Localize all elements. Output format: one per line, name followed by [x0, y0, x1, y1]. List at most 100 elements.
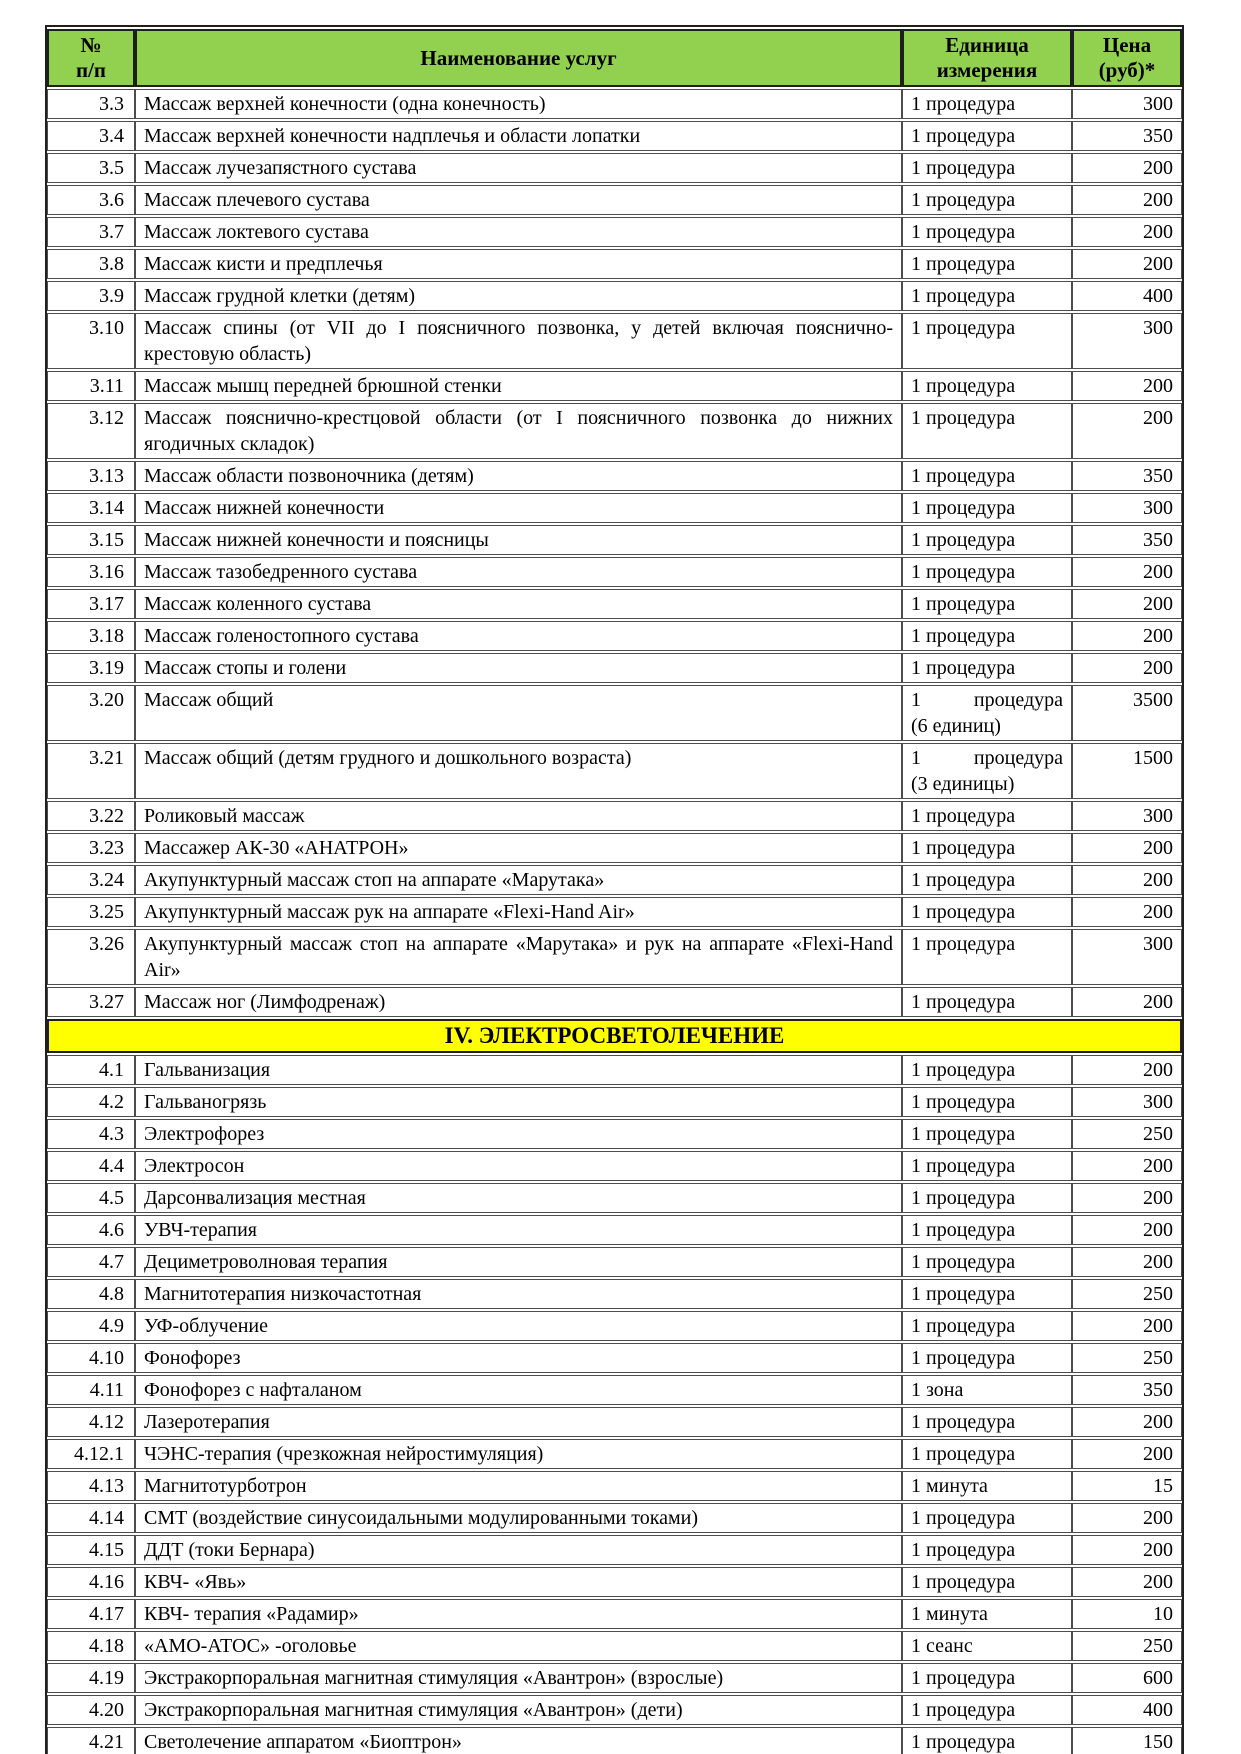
price-cell: 300 [1072, 1087, 1182, 1117]
row-num: 4.4 [47, 1151, 135, 1181]
table-row: 3.13 Массаж области позвоночника (детям)… [47, 461, 1182, 491]
service-name: Массаж плечевого сустава [135, 185, 902, 215]
row-num: 3.16 [47, 557, 135, 587]
row-num: 4.15 [47, 1535, 135, 1565]
row-num: 3.19 [47, 653, 135, 683]
service-name: Лазеротерапия [135, 1407, 902, 1437]
unit-cell: 1 процедура [902, 929, 1072, 985]
price-cell: 200 [1072, 1439, 1182, 1469]
header-name: Наименование услуг [135, 29, 902, 87]
table-row: 4.2 Гальваногрязь 1 процедура 300 [47, 1087, 1182, 1117]
service-name: Гальванизация [135, 1055, 902, 1085]
unit-cell: 1 минута [902, 1471, 1072, 1501]
table-row: 4.13 Магнитотурботрон 1 минута 15 [47, 1471, 1182, 1501]
service-name: Экстракорпоральная магнитная стимуляция … [135, 1663, 902, 1693]
unit-cell: 1 процедура [902, 1695, 1072, 1725]
service-name: Гальваногрязь [135, 1087, 902, 1117]
price-cell: 200 [1072, 1407, 1182, 1437]
table-row: 3.12 Массаж пояснично-крестцовой области… [47, 403, 1182, 459]
price-cell: 200 [1072, 1247, 1182, 1277]
row-num: 3.3 [47, 89, 135, 119]
price-cell: 350 [1072, 461, 1182, 491]
unit-cell: 1 процедура [902, 621, 1072, 651]
unit-cell: 1 процедура [902, 461, 1072, 491]
service-name: Электрофорез [135, 1119, 902, 1149]
row-num: 4.12 [47, 1407, 135, 1437]
header-price: Цена (руб)* [1072, 29, 1182, 87]
table-row: 3.9 Массаж грудной клетки (детям) 1 проц… [47, 281, 1182, 311]
table-row: 3.14 Массаж нижней конечности 1 процедур… [47, 493, 1182, 523]
table-row: 4.14 СМТ (воздействие синусоидальными мо… [47, 1503, 1182, 1533]
row-num: 3.11 [47, 371, 135, 401]
unit-cell: 1 процедура [902, 1663, 1072, 1693]
price-cell: 3500 [1072, 685, 1182, 741]
table-header: № п/п Наименование услуг Единица измерен… [47, 29, 1182, 87]
service-name: КВЧ- «Явь» [135, 1567, 902, 1597]
service-name: Массаж ног (Лимфодренаж) [135, 987, 902, 1017]
price-cell: 400 [1072, 1695, 1182, 1725]
service-name: Светолечение аппаратом «Биоптрон» [135, 1727, 902, 1754]
unit-cell: 1 процедура [902, 1407, 1072, 1437]
row-num: 3.26 [47, 929, 135, 985]
service-name: Массажер АК-30 «АНАТРОН» [135, 833, 902, 863]
service-name: Массаж общий (детям грудного и дошкольно… [135, 743, 902, 799]
table-body: 3.3 Массаж верхней конечности (одна коне… [47, 89, 1182, 1754]
table-row: 3.22 Роликовый массаж 1 процедура 300 [47, 801, 1182, 831]
price-cell: 250 [1072, 1279, 1182, 1309]
table-row: 4.21 Светолечение аппаратом «Биоптрон» 1… [47, 1727, 1182, 1754]
unit-cell: 1 процедура [902, 1119, 1072, 1149]
section-header-row: IV. ЭЛЕКТРОСВЕТОЛЕЧЕНИЕ [47, 1019, 1182, 1053]
service-name: Массаж области позвоночника (детям) [135, 461, 902, 491]
row-num: 3.22 [47, 801, 135, 831]
price-cell: 200 [1072, 153, 1182, 183]
table-row: 3.10 Массаж спины (от VII до I пояснично… [47, 313, 1182, 369]
service-name: Магнитотерапия низкочастотная [135, 1279, 902, 1309]
price-cell: 250 [1072, 1119, 1182, 1149]
table-row: 4.5 Дарсонвализация местная 1 процедура … [47, 1183, 1182, 1213]
unit-cell: 1 процедура [902, 897, 1072, 927]
unit-cell: 1 процедура (6 единиц) [902, 685, 1072, 741]
table-row: 4.10 Фонофорез 1 процедура 250 [47, 1343, 1182, 1373]
table-row: 3.24 Акупунктурный массаж стоп на аппара… [47, 865, 1182, 895]
row-num: 4.8 [47, 1279, 135, 1309]
unit-cell: 1 процедура [902, 1503, 1072, 1533]
table-row: 3.3 Массаж верхней конечности (одна коне… [47, 89, 1182, 119]
price-cell: 200 [1072, 249, 1182, 279]
row-num: 3.15 [47, 525, 135, 555]
service-name: УФ-облучение [135, 1311, 902, 1341]
price-cell: 200 [1072, 1535, 1182, 1565]
service-name: Массаж лучезапястного сустава [135, 153, 902, 183]
row-num: 3.12 [47, 403, 135, 459]
price-cell: 200 [1072, 1567, 1182, 1597]
row-num: 3.20 [47, 685, 135, 741]
price-cell: 200 [1072, 987, 1182, 1017]
unit-cell: 1 процедура [902, 1439, 1072, 1469]
price-cell: 200 [1072, 371, 1182, 401]
service-name: Массаж грудной клетки (детям) [135, 281, 902, 311]
service-name: Массаж стопы и голени [135, 653, 902, 683]
service-name: Дарсонвализация местная [135, 1183, 902, 1213]
row-num: 3.7 [47, 217, 135, 247]
table-row: 4.4 Электросон 1 процедура 200 [47, 1151, 1182, 1181]
service-name: Массаж верхней конечности (одна конечнос… [135, 89, 902, 119]
unit-cell: 1 сеанс [902, 1631, 1072, 1661]
price-cell: 15 [1072, 1471, 1182, 1501]
row-num: 4.20 [47, 1695, 135, 1725]
table-row: 4.11 Фонофорез с нафталаном 1 зона 350 [47, 1375, 1182, 1405]
unit-cell: 1 процедура [902, 1183, 1072, 1213]
price-cell: 200 [1072, 833, 1182, 863]
unit-cell: 1 процедура [902, 371, 1072, 401]
price-cell: 1500 [1072, 743, 1182, 799]
service-name: Массаж тазобедренного сустава [135, 557, 902, 587]
unit-cell: 1 процедура [902, 185, 1072, 215]
row-num: 3.5 [47, 153, 135, 183]
price-cell: 200 [1072, 589, 1182, 619]
row-num: 4.21 [47, 1727, 135, 1754]
unit-cell: 1 процедура [902, 121, 1072, 151]
row-num: 3.9 [47, 281, 135, 311]
unit-cell: 1 процедура [902, 653, 1072, 683]
price-cell: 300 [1072, 493, 1182, 523]
unit-cell: 1 процедура [902, 1247, 1072, 1277]
price-cell: 250 [1072, 1631, 1182, 1661]
row-num: 3.23 [47, 833, 135, 863]
